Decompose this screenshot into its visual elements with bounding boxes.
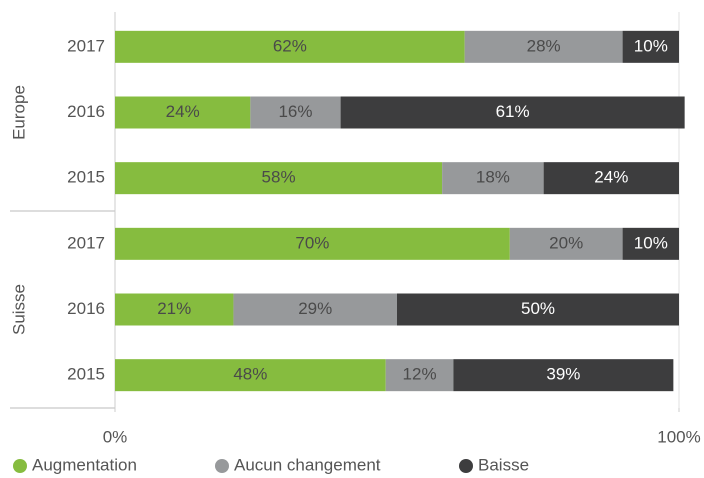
legend-marker (215, 459, 229, 473)
legend-label: Augmentation (32, 455, 137, 474)
bar-segment (115, 162, 443, 195)
bar-segment (543, 162, 679, 195)
data-label: 12% (403, 365, 437, 384)
category-label: 2015 (67, 365, 105, 384)
category-label: 2016 (67, 299, 105, 318)
bar-segment (115, 293, 234, 326)
data-label: 10% (634, 36, 668, 55)
data-label: 62% (273, 36, 307, 55)
data-label: 24% (594, 168, 628, 187)
data-label: 48% (233, 365, 267, 384)
bar-segment (115, 30, 465, 63)
data-label: 29% (298, 299, 332, 318)
bar-segment (453, 359, 674, 392)
bar-segment (115, 96, 251, 129)
bar-segment (509, 227, 623, 260)
bar-segment (385, 359, 454, 392)
category-label: 2016 (67, 102, 105, 121)
x-tick-label: 0% (103, 427, 128, 446)
data-label: 18% (476, 168, 510, 187)
bar-segment (250, 96, 341, 129)
legend-label: Aucun changement (234, 455, 381, 474)
x-tick-label: 100% (657, 427, 700, 446)
bar-segment (233, 293, 397, 326)
group-label: Europe (9, 85, 28, 140)
group-label: Suisse (9, 284, 28, 335)
category-label: 2017 (67, 36, 105, 55)
bar-segment (340, 96, 685, 129)
data-label: 70% (295, 233, 329, 252)
bar-segment (115, 227, 510, 260)
data-label: 61% (496, 102, 530, 121)
bar-segment (115, 359, 386, 392)
data-label: 24% (166, 102, 200, 121)
data-label: 20% (549, 233, 583, 252)
bar-segment (622, 227, 679, 260)
data-label: 39% (546, 365, 580, 384)
legend-label: Baisse (478, 455, 529, 474)
bar-segment (442, 162, 544, 195)
data-label: 50% (521, 299, 555, 318)
bar-segment (397, 293, 679, 326)
legend-marker (459, 459, 473, 473)
bar-segment (622, 30, 679, 63)
data-label: 10% (634, 233, 668, 252)
data-label: 58% (262, 168, 296, 187)
data-label: 28% (527, 36, 561, 55)
data-label: 16% (278, 102, 312, 121)
bar-segment (464, 30, 623, 63)
data-label: 21% (157, 299, 191, 318)
category-label: 2015 (67, 168, 105, 187)
category-label: 2017 (67, 233, 105, 252)
legend-marker (13, 459, 27, 473)
